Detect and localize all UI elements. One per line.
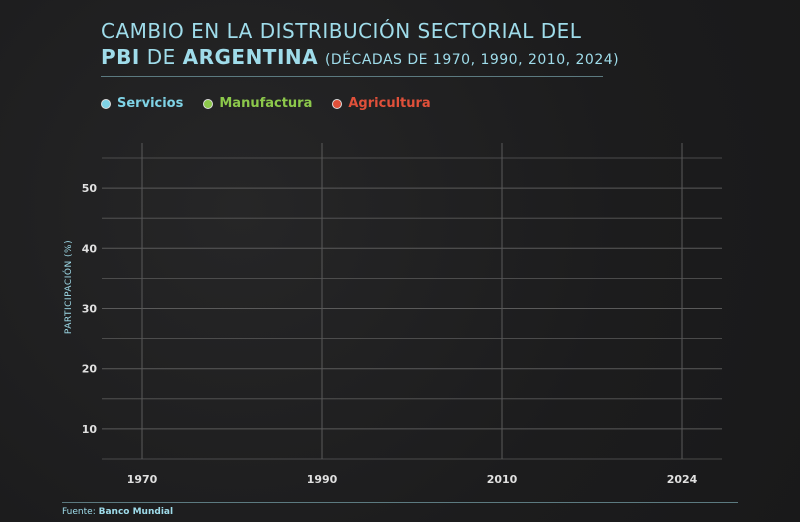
y-tick-label: 50 [82,182,98,195]
x-tick-label: 1970 [127,473,158,486]
x-tick-label: 2024 [667,473,698,486]
title-line-1: CAMBIO EN LA DISTRIBUCIÓN SECTORIAL DEL [101,19,582,43]
y-axis-label: PARTICIPACIÓN (%) [62,240,74,334]
y-tick-label: 10 [82,423,98,436]
title-de: DE [146,45,176,69]
legend-dot-icon [203,98,214,109]
footer-divider [62,502,738,503]
y-tick-label: 20 [82,363,98,376]
legend-label: Servicios [117,96,184,111]
legend-label: Agricultura [348,96,431,111]
title-country: ARGENTINA [182,45,319,69]
footer-prefix: Fuente: [62,507,96,517]
y-tick-label: 40 [82,242,98,255]
legend: Servicios Manufactura Agricultura [101,96,431,111]
legend-item-servicios: Servicios [101,96,183,111]
title-pbi: PBI [101,45,140,69]
title-line-2: PBI DE ARGENTINA (DÉCADAS DE 1970, 1990,… [101,44,619,73]
legend-label: Manufactura [219,96,313,111]
legend-item-agricultura: Agricultura [332,96,431,111]
title-divider [101,76,603,77]
footer-source: Fuente: Banco Mundial [62,507,173,517]
legend-item-manufactura: Manufactura [203,96,312,111]
y-tick-label: 30 [82,303,98,316]
footer-source-name: Banco Mundial [98,507,174,517]
legend-dot-icon [101,98,111,109]
x-tick-label: 2010 [487,473,518,486]
legend-dot-icon [332,98,343,109]
x-tick-label: 1990 [307,473,338,486]
chart-title: CAMBIO EN LA DISTRIBUCIÓN SECTORIAL DEL … [101,18,619,73]
title-subtitle: (DÉCADAS DE 1970, 1990, 2010, 2024) [324,52,620,68]
